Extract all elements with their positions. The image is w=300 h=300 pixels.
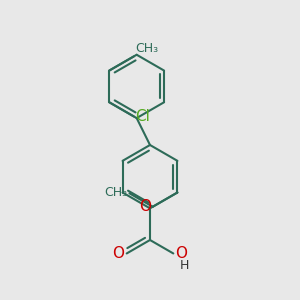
Text: CH₃: CH₃ — [136, 42, 159, 55]
Text: CH₃: CH₃ — [105, 186, 128, 199]
Text: Cl: Cl — [136, 109, 151, 124]
Text: H: H — [179, 260, 189, 272]
Text: O: O — [139, 199, 151, 214]
Text: O: O — [175, 246, 187, 261]
Text: O: O — [112, 246, 124, 261]
